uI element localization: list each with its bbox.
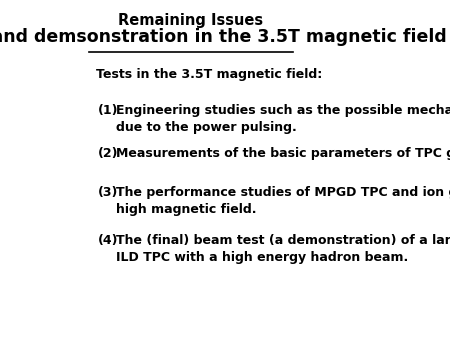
Text: The performance studies of MPGD TPC and ion gates in the
high magnetic field.: The performance studies of MPGD TPC and … [117,186,450,216]
Text: Tests and demsonstration in the 3.5T magnetic field: Tests and demsonstration in the 3.5T mag… [0,28,447,46]
Text: Remaining Issues: Remaining Issues [118,13,264,28]
Text: (1): (1) [98,104,118,117]
Text: Measurements of the basic parameters of TPC gas.: Measurements of the basic parameters of … [117,147,450,160]
Text: (2): (2) [98,147,118,160]
Text: Engineering studies such as the possible mechanical vibration
due to the power p: Engineering studies such as the possible… [117,104,450,134]
Text: Tests in the 3.5T magnetic field:: Tests in the 3.5T magnetic field: [96,68,322,81]
Text: (3): (3) [98,186,118,199]
Text: The (final) beam test (a demonstration) of a large prototype of
ILD TPC with a h: The (final) beam test (a demonstration) … [117,234,450,264]
Text: (4): (4) [98,234,118,247]
